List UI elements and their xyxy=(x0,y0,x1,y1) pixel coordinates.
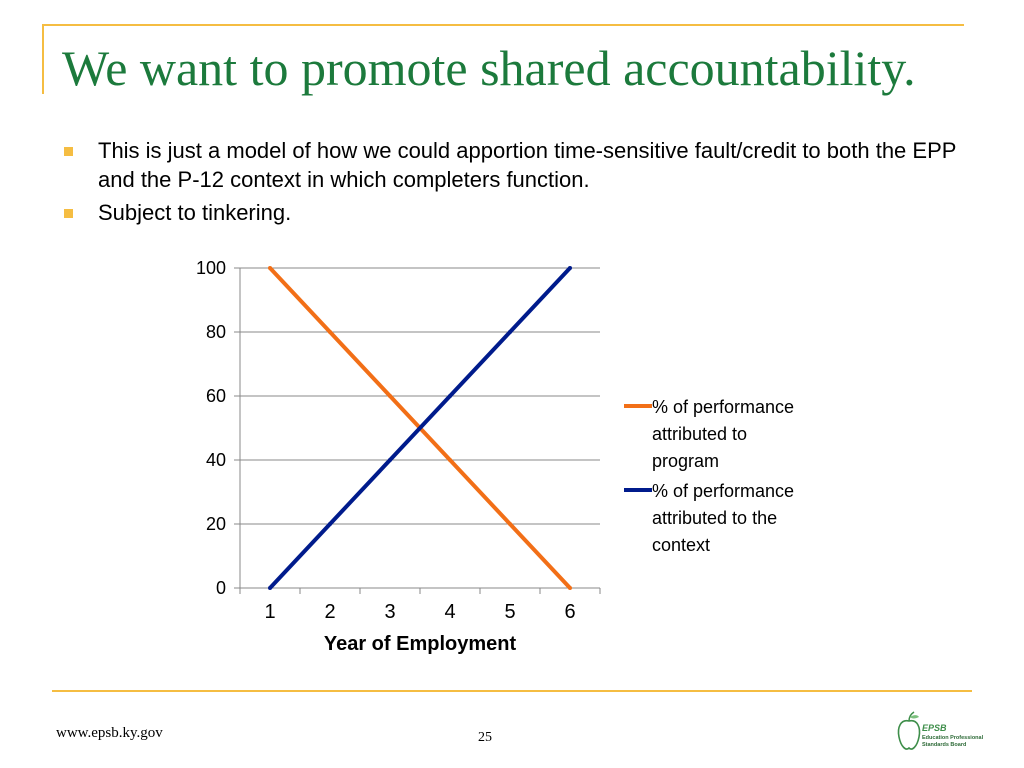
page-number: 25 xyxy=(478,730,492,745)
data-point-1 xyxy=(448,458,452,462)
bullet-item: Subject to tinkering. xyxy=(62,198,972,227)
series-line-2 xyxy=(268,266,572,590)
bullet-square-icon xyxy=(64,209,73,218)
title-frame-top-rule xyxy=(42,24,964,26)
x-tick-label: 2 xyxy=(324,601,335,623)
footer-rule xyxy=(52,690,972,692)
y-tick-label: 60 xyxy=(206,386,226,406)
footer-url[interactable]: www.epsb.ky.gov xyxy=(56,725,163,741)
title-frame-left-rule xyxy=(42,24,44,94)
y-tick-label: 20 xyxy=(206,514,226,534)
data-point-2 xyxy=(328,522,332,526)
bullet-item: This is just a model of how we could app… xyxy=(62,136,972,194)
logo-name: EPSB xyxy=(922,723,947,733)
bullet-list: This is just a model of how we could app… xyxy=(62,136,972,231)
data-point-1 xyxy=(508,522,512,526)
logo-line-2: Standards Board xyxy=(922,742,967,748)
bullet-text: Subject to tinkering. xyxy=(98,200,292,225)
data-point-1 xyxy=(388,394,392,398)
data-point-2 xyxy=(388,458,392,462)
data-point-2 xyxy=(448,394,452,398)
data-point-1 xyxy=(268,266,272,270)
line-chart: 0 20 40 60 80 100 1 2 3 4 5 6 Year of Employment % of… xyxy=(196,258,794,655)
data-point-2 xyxy=(268,586,272,590)
x-tick-label: 1 xyxy=(264,601,275,623)
y-tick-label: 100 xyxy=(196,258,226,278)
epsb-logo: EPSB Education Professional Standards Bo… xyxy=(896,707,988,759)
logo-line-1: Education Professional xyxy=(922,735,984,741)
data-point-2 xyxy=(508,330,512,334)
x-tick-label: 3 xyxy=(384,601,395,623)
x-tick-label: 6 xyxy=(564,601,575,623)
legend-label-1: % of performance attributed to program xyxy=(652,397,794,471)
bullet-square-icon xyxy=(64,147,73,156)
x-axis-label: Year of Employment xyxy=(324,633,517,655)
bullet-text: This is just a model of how we could app… xyxy=(98,138,957,192)
y-tick-label: 40 xyxy=(206,450,226,470)
x-tick-label: 5 xyxy=(504,601,515,623)
x-tick-label: 4 xyxy=(444,601,455,623)
data-point-2 xyxy=(568,266,572,270)
data-point-1 xyxy=(328,330,332,334)
data-point-1 xyxy=(568,586,572,590)
slide-title: We want to promote shared accountability… xyxy=(62,40,916,96)
y-tick-label: 0 xyxy=(216,578,226,598)
legend-label-2: % of performance attributed to the context xyxy=(652,481,794,555)
y-tick-label: 80 xyxy=(206,322,226,342)
apple-logo-icon xyxy=(897,711,921,750)
